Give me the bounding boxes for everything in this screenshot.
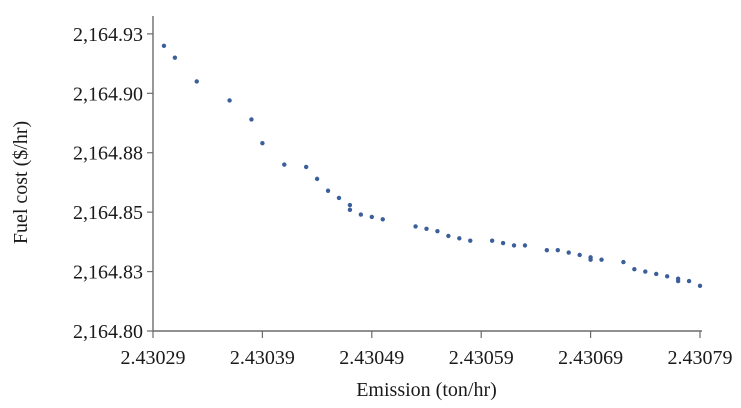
- y-axis-ticks: 2,164.80 2,164.83 2,164.85 2,164.88 2,164.90…: [73, 24, 153, 343]
- data-point: [260, 141, 265, 146]
- x-axis-ticks: 2.43029 2.43039 2.43049 2.43059 2.43069 2.430…: [121, 331, 733, 369]
- data-point: [588, 257, 593, 262]
- x-tick-label: 2.43049: [339, 347, 404, 369]
- data-point: [675, 278, 681, 284]
- data-point: [358, 212, 364, 217]
- data-point: [457, 236, 462, 241]
- data-point: [314, 176, 320, 182]
- data-point: [632, 267, 637, 272]
- data-point: [446, 233, 451, 239]
- y-tick-label: 2,164.88: [73, 143, 143, 165]
- data-point: [194, 79, 199, 84]
- data-point: [697, 283, 703, 289]
- y-tick-label: 2,164.83: [73, 262, 143, 284]
- data-point: [511, 243, 517, 248]
- x-tick-label: 2.43029: [121, 347, 186, 369]
- data-point: [336, 195, 342, 201]
- data-point: [555, 247, 560, 253]
- data-points: [161, 43, 703, 289]
- data-point: [522, 243, 528, 248]
- data-point: [161, 43, 167, 48]
- data-point: [369, 214, 374, 220]
- data-point: [347, 207, 353, 212]
- x-tick-label: 2.43069: [558, 347, 623, 369]
- data-point: [227, 98, 232, 103]
- data-point: [599, 257, 604, 262]
- data-point: [664, 274, 670, 279]
- x-tick-label: 2.43059: [449, 347, 514, 369]
- data-point: [435, 228, 440, 234]
- data-point: [544, 247, 550, 253]
- data-point: [325, 188, 331, 193]
- axes: [152, 16, 702, 332]
- data-point: [249, 117, 254, 122]
- x-axis-title: Emission (ton/hr): [356, 379, 497, 401]
- data-point: [380, 217, 385, 222]
- y-tick-label: 2,164.80: [73, 321, 143, 343]
- y-tick-label: 2,164.93: [73, 24, 143, 46]
- data-point: [566, 250, 571, 255]
- data-point: [172, 55, 178, 60]
- data-point: [468, 238, 473, 243]
- data-point: [303, 164, 309, 170]
- data-point: [577, 252, 582, 258]
- y-tick-label: 2,164.90: [73, 83, 143, 105]
- data-point: [424, 226, 429, 231]
- y-axis-title: Fuel cost ($/hr): [10, 121, 32, 244]
- data-point: [347, 202, 353, 208]
- x-tick-label: 2.43039: [230, 347, 295, 369]
- data-point: [643, 269, 648, 274]
- data-point: [621, 259, 626, 265]
- y-tick-label: 2,164.85: [73, 202, 143, 224]
- data-point: [500, 240, 506, 246]
- data-point: [282, 162, 287, 167]
- data-point: [654, 271, 659, 277]
- x-tick-label: 2.43079: [668, 347, 733, 369]
- data-point: [489, 238, 495, 243]
- data-point: [686, 278, 692, 284]
- data-point: [413, 224, 418, 229]
